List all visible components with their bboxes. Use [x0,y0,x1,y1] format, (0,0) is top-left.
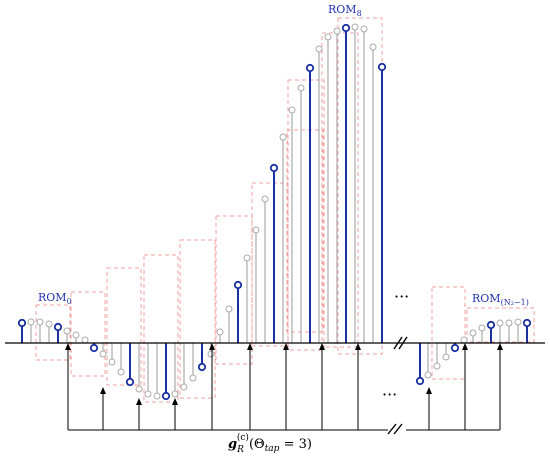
tap-arrow-10 [462,343,468,430]
stem-44 [442,343,450,361]
stem-33 [315,45,323,343]
rom-box-5 [215,215,253,365]
rom-last-label: ROM(N₂−1) [472,292,529,307]
stem-39 [369,43,377,343]
stem-38 [360,25,368,343]
stem-50 [496,319,504,343]
tap-arrow-5 [247,343,253,430]
rom-box-2 [106,267,142,386]
equation-label: gR(c)(Θtap = 3) [228,432,312,455]
stem-42 [424,343,432,379]
tap-arrow-1 [100,387,106,430]
stem-3 [45,320,53,343]
stem-16 [161,343,171,401]
rom-box-6 [251,182,289,347]
ellipsis-bottom: ··· [382,385,397,404]
stem-24 [233,280,243,343]
stem-46 [460,336,468,344]
stem-30 [288,106,296,343]
stem-23 [225,305,233,343]
stem-22 [216,328,224,343]
rom-first-label: ROM0 [38,291,72,306]
tap-arrow-8 [355,343,361,430]
stem-29 [279,133,287,343]
bus-line [68,423,500,435]
stem-7 [81,336,89,344]
tap-arrow-3 [172,398,178,430]
stem-4 [53,322,63,343]
stem-10 [108,343,116,366]
stem-48 [478,324,486,343]
stem-15 [153,343,161,400]
rom-box-3 [143,254,179,403]
tap-arrow-11 [497,343,503,430]
stem-34 [324,33,332,343]
rom-boxes [35,17,535,403]
stem-26 [252,226,260,343]
tap-arrow-6 [283,343,289,430]
stem-2 [36,318,44,343]
stem-14 [144,343,152,398]
rom-box-1 [70,291,106,377]
stem-31 [297,84,305,343]
stem-12 [125,343,135,387]
rom-box-8 [287,79,325,351]
stem-36 [341,23,351,343]
tap-arrow-4 [209,343,215,430]
stem-45 [450,343,460,353]
stem-43 [433,343,441,370]
stem-41 [415,343,425,386]
stem-11 [117,343,125,376]
stem-32 [305,63,315,343]
stem-52 [514,318,522,343]
stem-5 [63,327,71,343]
stem-47 [469,329,477,343]
rom-mid-label: ROM8 [328,3,362,18]
rom-box-11 [431,286,466,380]
tap-arrow-2 [136,398,142,430]
stem-49 [486,320,496,343]
axis-break-icon [393,336,408,350]
stem-0 [17,318,27,343]
stem-28 [269,163,279,343]
rom-box-4 [179,239,216,399]
rom-box-9 [321,32,359,348]
tap-arrows [65,343,503,430]
stems [17,23,532,401]
stem-8 [89,343,99,353]
axis [5,336,545,350]
stem-25 [243,254,251,343]
stem-37 [351,23,359,343]
tap-arrow-7 [319,343,325,430]
stem-51 [505,319,513,343]
stem-27 [261,195,269,343]
tap-arrow-9 [426,387,432,430]
stem-17 [171,343,179,398]
stem-40 [377,62,387,343]
stem-18 [180,343,188,391]
stem-53 [522,318,532,343]
stem-6 [72,331,80,343]
stem-13 [135,343,143,393]
stem-35 [333,27,341,343]
rom-box-0 [35,304,71,361]
rom-box-7 [286,129,324,333]
stem-1 [27,318,35,343]
stem-9 [99,343,107,358]
rom-box-10 [337,17,383,355]
ellipsis-top: ··· [394,287,409,306]
tap-arrow-0 [65,343,71,430]
stem-20 [197,343,207,372]
stem-19 [189,343,197,382]
bus-break-icon [387,423,403,435]
